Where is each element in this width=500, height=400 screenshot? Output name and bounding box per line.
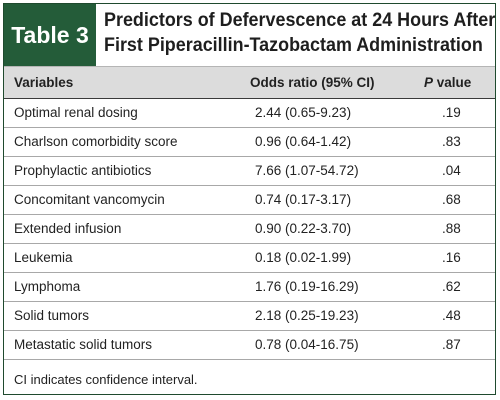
row-odds-ratio: 0.78 (0.04-16.75) <box>255 337 359 352</box>
table-row: Charlson comorbidity score 0.96 (0.64-1.… <box>4 128 495 157</box>
row-variable: Extended infusion <box>14 221 122 236</box>
p-letter: P <box>424 75 434 90</box>
table-title-line-2: First Piperacillin-Tazobactam Administra… <box>104 34 483 56</box>
row-variable: Charlson comorbidity score <box>14 134 178 149</box>
table-row: Extended infusion 0.90 (0.22-3.70) .88 <box>4 215 495 244</box>
table-frame: Table 3 Predictors of Defervescence at 2… <box>3 3 496 395</box>
table-title: Predictors of Defervescence at 24 Hours … <box>104 8 496 58</box>
table-row: Concomitant vancomycin 0.74 (0.17-3.17) … <box>4 186 495 215</box>
table-row: Leukemia 0.18 (0.02-1.99) .16 <box>4 244 495 273</box>
table-footnote: CI indicates confidence interval. <box>14 372 198 387</box>
row-variable: Solid tumors <box>14 308 90 323</box>
column-header-row: Variables Odds ratio (95% CI) P value <box>4 66 495 99</box>
table-row: Lymphoma 1.76 (0.19-16.29) .62 <box>4 273 495 302</box>
row-p-value: .48 <box>442 308 461 323</box>
row-p-value: .04 <box>442 163 461 178</box>
p-value-suffix: value <box>433 75 472 90</box>
row-p-value: .68 <box>442 192 461 207</box>
table-row: Prophylactic antibiotics 7.66 (1.07-54.7… <box>4 157 495 186</box>
table-row: Metastatic solid tumors 0.78 (0.04-16.75… <box>4 331 495 360</box>
row-p-value: .16 <box>442 250 461 265</box>
table-body: Optimal renal dosing 2.44 (0.65-9.23) .1… <box>4 99 495 360</box>
row-odds-ratio: 0.90 (0.22-3.70) <box>255 221 352 236</box>
row-odds-ratio: 0.74 (0.17-3.17) <box>255 192 352 207</box>
row-odds-ratio: 0.18 (0.02-1.99) <box>255 250 352 265</box>
row-variable: Concomitant vancomycin <box>14 192 165 207</box>
column-header-odds-ratio: Odds ratio (95% CI) <box>250 75 375 90</box>
row-p-value: .19 <box>442 105 461 120</box>
row-variable: Optimal renal dosing <box>14 105 138 120</box>
table-label: Table 3 <box>4 4 96 66</box>
column-header-p-value: P value <box>424 75 471 90</box>
row-p-value: .83 <box>442 134 461 149</box>
row-odds-ratio: 7.66 (1.07-54.72) <box>255 163 359 178</box>
row-variable: Prophylactic antibiotics <box>14 163 152 178</box>
row-odds-ratio: 2.18 (0.25-19.23) <box>255 308 359 323</box>
row-p-value: .62 <box>442 279 461 294</box>
row-odds-ratio: 1.76 (0.19-16.29) <box>255 279 359 294</box>
table-row: Solid tumors 2.18 (0.25-19.23) .48 <box>4 302 495 331</box>
row-variable: Lymphoma <box>14 279 81 294</box>
row-p-value: .88 <box>442 221 461 236</box>
table-header: Table 3 Predictors of Defervescence at 2… <box>4 4 495 66</box>
row-variable: Metastatic solid tumors <box>14 337 153 352</box>
row-odds-ratio: 2.44 (0.65-9.23) <box>255 105 352 120</box>
table-row: Optimal renal dosing 2.44 (0.65-9.23) .1… <box>4 99 495 128</box>
column-header-variables: Variables <box>14 75 74 90</box>
row-odds-ratio: 0.96 (0.64-1.42) <box>255 134 352 149</box>
row-p-value: .87 <box>442 337 461 352</box>
table-title-line-1: Predictors of Defervescence at 24 Hours … <box>104 9 496 31</box>
row-variable: Leukemia <box>14 250 73 265</box>
